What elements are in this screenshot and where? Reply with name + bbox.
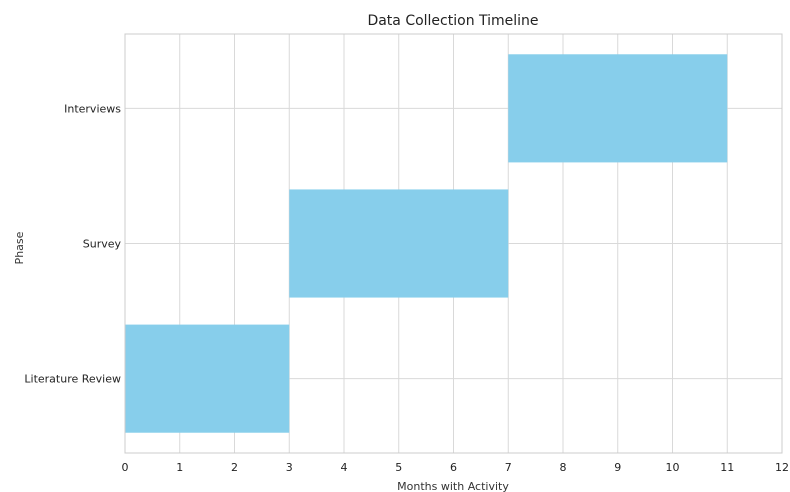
x-tick-label: 8 <box>560 461 567 474</box>
y-category-label: Survey <box>83 238 122 251</box>
x-tick-label: 4 <box>341 461 348 474</box>
x-tick-label: 11 <box>720 461 734 474</box>
chart-title: Data Collection Timeline <box>367 13 538 29</box>
x-tick-label: 1 <box>176 461 183 474</box>
x-tick-labels: 0 1 2 3 4 5 6 7 8 9 10 11 12 <box>122 461 790 474</box>
plot-frame <box>124 33 783 454</box>
x-tick-label: 10 <box>666 461 680 474</box>
x-axis-label: Months with Activity <box>397 480 509 492</box>
x-tick-label: 0 <box>122 461 129 474</box>
x-tick-label: 7 <box>505 461 512 474</box>
x-tick-label: 12 <box>775 461 789 474</box>
bar-literature-review <box>125 324 290 433</box>
x-tick-label: 2 <box>231 461 238 474</box>
y-axis-label: Phase <box>13 231 26 264</box>
y-category-label: Literature Review <box>24 373 121 386</box>
bar-interviews <box>508 54 728 163</box>
y-category-labels: Literature Review Survey Interviews <box>24 102 121 385</box>
x-tick-label: 3 <box>286 461 293 474</box>
x-tick-label: 9 <box>614 461 621 474</box>
y-category-label: Interviews <box>64 102 121 115</box>
x-tick-label: 6 <box>450 461 457 474</box>
bar-survey <box>289 189 509 298</box>
x-tick-label: 5 <box>395 461 402 474</box>
bars <box>125 54 728 433</box>
